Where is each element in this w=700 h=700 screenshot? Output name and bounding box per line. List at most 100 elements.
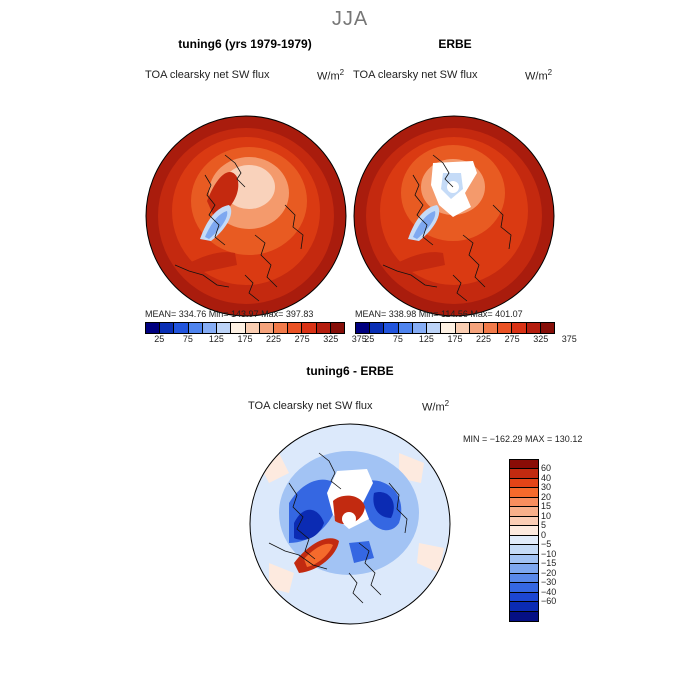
- diff-panel-variable: TOA clearsky net SW flux: [248, 400, 373, 412]
- colorbar-tick-label: 225: [476, 334, 492, 344]
- colorbar-tick-label: −10: [541, 548, 557, 559]
- colorbar-swatch: [510, 564, 538, 574]
- colorbar-tick-label: 375: [561, 334, 577, 344]
- colorbar-tick-label: 0: [541, 529, 547, 540]
- colorbar-swatch: [370, 323, 385, 333]
- panel-2-stats: MEAN= 338.98 Min= 114.56 Max= 401.07: [355, 309, 523, 319]
- colorbar-swatch: [441, 323, 456, 333]
- colorbar-1-labels: 25 75 125 175 225 275 325 375: [145, 334, 367, 346]
- colorbar-swatch: [512, 323, 527, 333]
- colorbar-swatch: [510, 526, 538, 536]
- colorbar-swatch: [510, 535, 538, 546]
- colorbar-swatch: [510, 507, 538, 517]
- colorbar-swatch: [540, 323, 555, 333]
- colorbar-tick-label: −15: [541, 558, 557, 569]
- colorbar-1-swatches: [145, 322, 345, 334]
- colorbar-swatch: [510, 478, 538, 489]
- colorbar-tick-label: 40: [541, 472, 552, 483]
- colorbar-swatch: [526, 323, 541, 333]
- colorbar-2-swatches: [355, 322, 555, 334]
- colorbar-tick-label: 275: [294, 334, 310, 344]
- colorbar-tick-label: 20: [541, 491, 552, 502]
- colorbar-swatch: [510, 602, 538, 612]
- colorbar-swatch: [510, 583, 538, 593]
- colorbar-swatch: [510, 545, 538, 555]
- colorbar-swatch: [217, 323, 232, 333]
- colorbar-diff-labels: 60 40 30 20 15 10 5 0 −5 −10 −15 −20 −30 −40 −60: [541, 459, 581, 622]
- colorbar-swatch: [316, 323, 331, 333]
- colorbar-tick-label: 225: [266, 334, 282, 344]
- colorbar-tick-label: 75: [392, 334, 403, 344]
- colorbar-tick-label: −60: [541, 596, 557, 607]
- colorbar-tick-label: 175: [447, 334, 463, 344]
- colorbar-swatch: [510, 460, 538, 470]
- colorbar-tick-label: 325: [323, 334, 339, 344]
- colorbar-swatch: [483, 323, 499, 333]
- colorbar-swatch: [510, 516, 538, 527]
- colorbar-tick-label: 15: [541, 501, 552, 512]
- colorbar-swatch: [510, 469, 538, 479]
- diff-panel-title: tuning6 - ERBE: [306, 364, 394, 378]
- colorbar-1: 25 75 125 175 225 275 325 375: [145, 322, 367, 346]
- colorbar-swatch: [202, 323, 218, 333]
- colorbar-swatch: [160, 323, 175, 333]
- colorbar-tick-label: 25: [364, 334, 375, 344]
- panel-2-units: W/m2: [525, 68, 553, 83]
- colorbar-tick-label: 125: [418, 334, 434, 344]
- colorbar-tick-label: 5: [541, 520, 547, 531]
- colorbar-tick-label: 275: [504, 334, 520, 344]
- colorbar-swatch: [302, 323, 317, 333]
- diff-panel-minmax: MIN = −162.29 MAX = 130.12: [463, 434, 583, 444]
- colorbar-swatch: [427, 323, 442, 333]
- colorbar-swatch: [231, 323, 246, 333]
- colorbar-tick-label: 325: [533, 334, 549, 344]
- colorbar-tick-label: 75: [182, 334, 193, 344]
- colorbar-swatch: [398, 323, 413, 333]
- diff-panel-units: W/m2: [422, 399, 450, 414]
- colorbar-swatch: [510, 592, 538, 603]
- colorbar-swatch: [356, 323, 371, 333]
- colorbar-swatch: [330, 323, 345, 333]
- panel-2-title: ERBE: [438, 37, 472, 51]
- colorbar-tick-label: −40: [541, 586, 557, 597]
- season-title: JJA: [331, 8, 369, 30]
- panel-1-variable: TOA clearsky net SW flux: [145, 69, 270, 81]
- colorbar-swatch: [384, 323, 399, 333]
- colorbar-tick-label: −5: [541, 539, 552, 550]
- colorbar-swatch: [288, 323, 303, 333]
- colorbar-swatch: [510, 497, 538, 508]
- colorbar-swatch: [469, 323, 484, 333]
- colorbar-swatch: [273, 323, 289, 333]
- colorbar-tick-label: 25: [154, 334, 165, 344]
- panel-1-stats: MEAN= 334.76 Min= 143.97 Max= 397.83: [145, 309, 314, 319]
- colorbar-tick-label: 375: [351, 334, 367, 344]
- colorbar-tick-label: 125: [208, 334, 224, 344]
- diff-panel-map: [249, 423, 451, 625]
- colorbar-tick-label: 30: [541, 482, 552, 493]
- panel-2-map: [353, 115, 555, 317]
- colorbar-swatch: [259, 323, 274, 333]
- colorbar-tick-label: 60: [541, 463, 552, 474]
- colorbar-swatch: [498, 323, 513, 333]
- panel-1-title: tuning6 (yrs 1979-1979): [178, 37, 312, 51]
- colorbar-2: 25 75 125 175 225 275 325 375: [355, 322, 577, 346]
- colorbar-swatch: [510, 488, 538, 498]
- colorbar-swatch: [510, 611, 538, 621]
- colorbar-swatch: [510, 573, 538, 584]
- panel-2-variable: TOA clearsky net SW flux: [353, 69, 478, 81]
- colorbar-swatch: [245, 323, 260, 333]
- colorbar-swatch: [510, 554, 538, 565]
- colorbar-swatch: [412, 323, 428, 333]
- colorbar-swatch: [146, 323, 161, 333]
- colorbar-tick-label: −30: [541, 577, 557, 588]
- panel-1-units: W/m2: [317, 68, 345, 83]
- colorbar-diff: [509, 459, 539, 622]
- colorbar-swatch: [188, 323, 203, 333]
- colorbar-tick-label: 10: [541, 510, 552, 521]
- colorbar-tick-label: −20: [541, 567, 557, 578]
- panel-1-map: [145, 115, 347, 317]
- colorbar-swatch: [174, 323, 189, 333]
- colorbar-2-labels: 25 75 125 175 225 275 325 375: [355, 334, 577, 346]
- colorbar-tick-label: 175: [237, 334, 253, 344]
- colorbar-swatch: [455, 323, 470, 333]
